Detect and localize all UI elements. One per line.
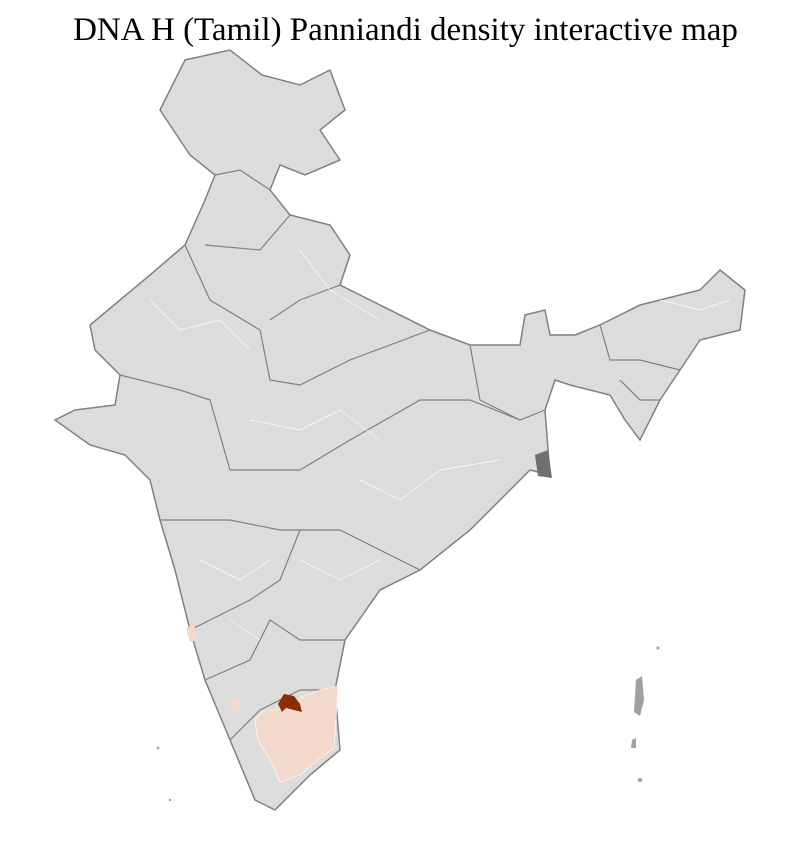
andaman-nicobar-islands[interactable] [631,646,660,783]
sundarbans-delta [535,450,552,478]
low-density-region-tamil-nadu[interactable] [254,685,339,783]
map-title: DNA H (Tamil) Panniandi density interact… [73,12,738,48]
high-density-district[interactable] [278,694,302,712]
low-density-region-kerala[interactable] [228,698,242,712]
lakshadweep-islands [156,746,172,802]
india-outline[interactable] [53,49,746,811]
state-borders [119,169,681,741]
district-borders [149,249,731,641]
low-density-region-karnataka-coast[interactable] [186,624,198,642]
